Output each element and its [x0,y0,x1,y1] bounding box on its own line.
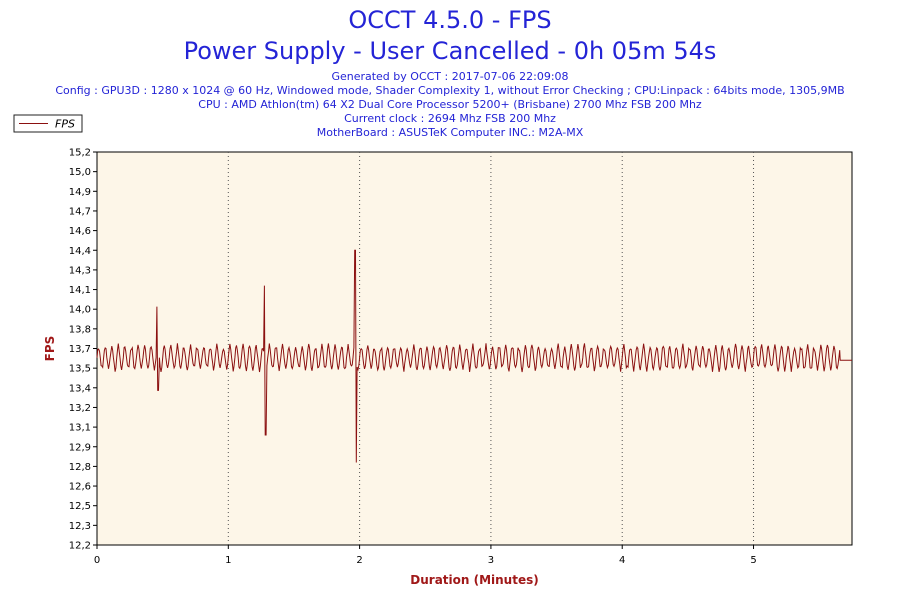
y-tick-label: 15,0 [69,167,91,178]
legend-label-fps: FPS [55,118,75,131]
x-tick-label: 0 [94,555,100,566]
y-axis-label: FPS [43,336,57,362]
y-axis: 12,2 12,3 12,5 12,6 12,8 12,9 13,1 13,2 13,4 13,5… [69,148,97,552]
config-info: Config : GPU3D : 1280 x 1024 @ 60 Hz, Wi… [55,84,845,97]
y-tick-label: 12,9 [69,442,91,453]
y-tick-label: 14,9 [69,187,91,198]
y-tick-label: 15,2 [69,148,91,159]
x-tick-label: 2 [356,555,362,566]
y-tick-label: 13,4 [69,383,91,394]
y-tick-label: 12,6 [69,482,91,493]
x-tick-label: 1 [225,555,231,566]
y-tick-label: 14,0 [69,305,91,316]
x-tick-label: 3 [488,555,494,566]
y-tick-label: 14,3 [69,265,91,276]
cpu-info: CPU : AMD Athlon(tm) 64 X2 Dual Core Pro… [198,98,702,111]
y-tick-label: 12,2 [69,541,91,552]
y-tick-label: 13,2 [69,403,91,414]
y-tick-label: 13,5 [69,364,91,375]
generated-info: Generated by OCCT : 2017-07-06 22:09:08 [331,70,569,83]
y-tick-label: 14,6 [69,226,91,237]
y-tick-label: 13,8 [69,324,91,335]
y-tick-label: 13,7 [69,344,91,355]
y-tick-label: 12,3 [69,521,91,532]
x-axis-label: Duration (Minutes) [410,573,538,587]
y-tick-label: 12,8 [69,462,91,473]
grid [227,152,755,545]
clock-info: Current clock : 2694 Mhz FSB 200 Mhz [344,112,556,125]
y-tick-label: 14,7 [69,206,91,217]
x-tick-label: 4 [619,555,625,566]
x-axis: 0 1 2 3 4 5 [94,545,757,566]
y-tick-label: 14,1 [69,285,91,296]
legend: FPS [13,114,83,133]
series-line-fps [96,249,852,463]
motherboard-info: MotherBoard : ASUSTeK Computer INC.: M2A… [316,126,584,139]
y-tick-label: 14,4 [69,246,91,257]
plot-area [96,151,853,546]
y-tick-label: 12,5 [69,501,91,512]
chart-subtitle: Power Supply - User Cancelled - 0h 05m 5… [183,37,717,65]
x-tick-label: 5 [750,555,756,566]
y-tick-label: 13,1 [69,423,91,434]
chart-title: OCCT 4.5.0 - FPS [348,6,552,34]
